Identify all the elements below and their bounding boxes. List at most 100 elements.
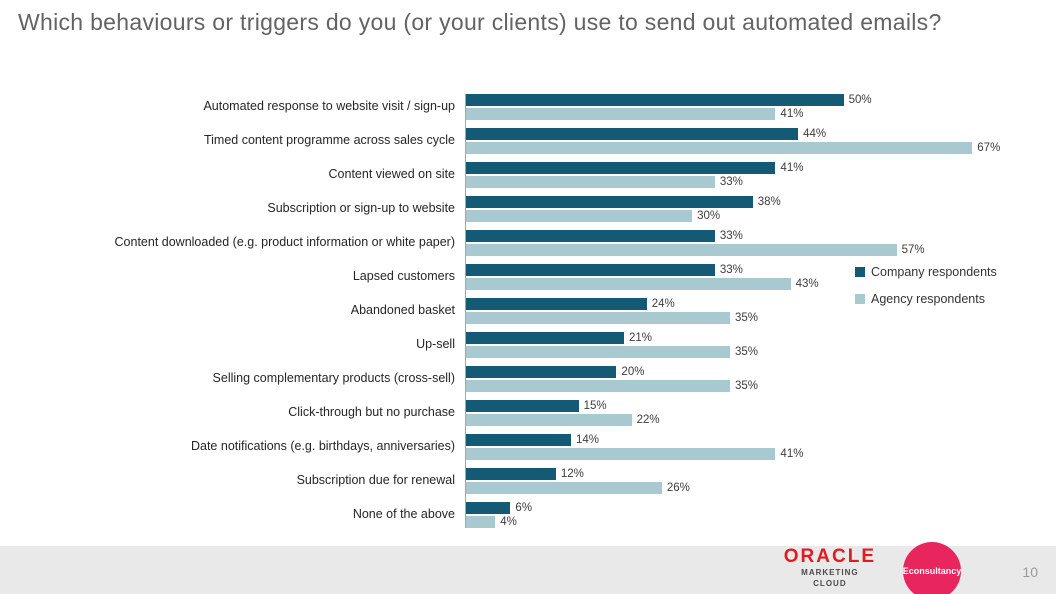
bar-value-label: 15% bbox=[583, 400, 607, 412]
bar-value-label: 41% bbox=[780, 162, 804, 174]
bar-agency bbox=[465, 482, 662, 494]
bar-group: 50% 41% bbox=[465, 94, 995, 120]
bar-line: 43% bbox=[465, 278, 995, 290]
chart-row: Timed content programme across sales cyc… bbox=[15, 128, 1045, 154]
category-label: Up-sell bbox=[416, 337, 455, 352]
page-number: 10 bbox=[1022, 564, 1038, 580]
category-label: Timed content programme across sales cyc… bbox=[203, 133, 455, 148]
legend-item-agency: Agency respondents bbox=[855, 292, 997, 306]
bar-line: 38% bbox=[465, 196, 995, 208]
bar-line: 30% bbox=[465, 210, 995, 222]
bar-value-label: 20% bbox=[621, 366, 645, 378]
bar-line: 4% bbox=[465, 516, 995, 528]
category-label: Lapsed customers bbox=[352, 269, 455, 284]
bar-agency bbox=[465, 244, 897, 256]
bar-line: 41% bbox=[465, 162, 995, 174]
bar-value-label: 21% bbox=[629, 332, 653, 344]
bar-line: 21% bbox=[465, 332, 995, 344]
bar-agency bbox=[465, 142, 973, 154]
bar-line: 57% bbox=[465, 244, 995, 256]
bar-group: 33% 43% bbox=[465, 264, 995, 290]
bar-line: 33% bbox=[465, 176, 995, 188]
bar-company bbox=[465, 94, 844, 106]
bar-value-label: 41% bbox=[780, 108, 804, 120]
bar-agency bbox=[465, 278, 791, 290]
bar-agency bbox=[465, 312, 730, 324]
bar-company bbox=[465, 128, 799, 140]
category-label: Subscription or sign-up to website bbox=[267, 201, 455, 216]
category-label: Click-through but no purchase bbox=[288, 405, 455, 420]
bar-company bbox=[465, 264, 715, 276]
chart-row: Content viewed on site 41% 33% bbox=[15, 162, 1045, 188]
bar-line: 44% bbox=[465, 128, 995, 140]
bar-group: 44% 67% bbox=[465, 128, 1000, 154]
bar-group: 41% 33% bbox=[465, 162, 995, 188]
chart-row: Click-through but no purchase 15% 22% bbox=[15, 400, 1045, 426]
bar-agency bbox=[465, 108, 776, 120]
bar-company bbox=[465, 366, 617, 378]
oracle-logo: ORACLE MARKETING CLOUD bbox=[784, 547, 876, 589]
bar-company bbox=[465, 468, 556, 480]
bar-company bbox=[465, 434, 571, 446]
bar-company bbox=[465, 332, 624, 344]
bar-value-label: 26% bbox=[666, 482, 690, 494]
bar-agency bbox=[465, 346, 730, 358]
bar-value-label: 33% bbox=[719, 230, 743, 242]
bar-value-label: 43% bbox=[795, 278, 819, 290]
chart-row: Subscription or sign-up to website 38% 30% bbox=[15, 196, 1045, 222]
bar-value-label: 57% bbox=[901, 244, 925, 256]
bar-company bbox=[465, 400, 579, 412]
bar-value-label: 4% bbox=[500, 516, 517, 528]
chart-row: Selling complementary products (cross-se… bbox=[15, 366, 1045, 392]
econsultancy-label: Econsultancy bbox=[902, 566, 962, 576]
category-label: Content downloaded (e.g. product informa… bbox=[114, 235, 455, 250]
bar-line: 41% bbox=[465, 448, 995, 460]
bar-group: 38% 30% bbox=[465, 196, 995, 222]
y-axis-line bbox=[465, 94, 466, 528]
bar-line: 24% bbox=[465, 298, 995, 310]
bar-group: 6% 4% bbox=[465, 502, 995, 528]
bar-value-label: 67% bbox=[977, 142, 1001, 154]
bar-value-label: 35% bbox=[735, 380, 759, 392]
legend-swatch-company bbox=[855, 267, 865, 277]
bar-company bbox=[465, 502, 511, 514]
bar-value-label: 38% bbox=[757, 196, 781, 208]
bar-line: 67% bbox=[465, 142, 1000, 154]
bar-group: 24% 35% bbox=[465, 298, 995, 324]
bar-line: 33% bbox=[465, 264, 995, 276]
bar-value-label: 44% bbox=[803, 128, 827, 140]
bar-line: 33% bbox=[465, 230, 995, 242]
chart-row: Content downloaded (e.g. product informa… bbox=[15, 230, 1045, 256]
bar-group: 33% 57% bbox=[465, 230, 995, 256]
bar-line: 12% bbox=[465, 468, 995, 480]
bar-value-label: 6% bbox=[515, 502, 533, 514]
bar-line: 20% bbox=[465, 366, 995, 378]
chart-row: None of the above 6% 4% bbox=[15, 502, 1045, 528]
bar-agency bbox=[465, 176, 715, 188]
bar-company bbox=[465, 298, 647, 310]
plot-rows: Automated response to website visit / si… bbox=[15, 94, 1045, 528]
category-label: Content viewed on site bbox=[328, 167, 455, 182]
bar-value-label: 35% bbox=[735, 346, 759, 358]
bar-agency bbox=[465, 210, 693, 222]
bar-line: 26% bbox=[465, 482, 995, 494]
bar-line: 41% bbox=[465, 108, 995, 120]
bar-line: 15% bbox=[465, 400, 995, 412]
category-label: Selling complementary products (cross-se… bbox=[212, 371, 455, 386]
bar-group: 21% 35% bbox=[465, 332, 995, 358]
legend-label-agency: Agency respondents bbox=[871, 292, 985, 306]
legend: Company respondents Agency respondents bbox=[855, 265, 997, 306]
chart-row: Lapsed customers 33% 43% bbox=[15, 264, 1045, 290]
chart-row: Automated response to website visit / si… bbox=[15, 94, 1045, 120]
oracle-wordmark: ORACLE bbox=[783, 546, 876, 568]
chart-row: Date notifications (e.g. birthdays, anni… bbox=[15, 434, 1045, 460]
bar-group: 20% 35% bbox=[465, 366, 995, 392]
category-label: Date notifications (e.g. birthdays, anni… bbox=[190, 439, 455, 454]
econsultancy-logo: Econsultancy bbox=[903, 542, 961, 594]
bar-agency bbox=[465, 414, 632, 426]
category-label: None of the above bbox=[352, 507, 455, 522]
bar-group: 12% 26% bbox=[465, 468, 995, 494]
bar-value-label: 24% bbox=[651, 298, 675, 310]
bar-line: 50% bbox=[465, 94, 995, 106]
bar-group: 14% 41% bbox=[465, 434, 995, 460]
